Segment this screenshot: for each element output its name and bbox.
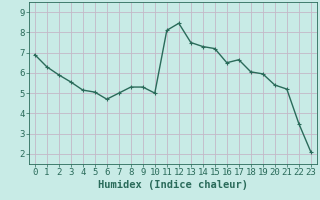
X-axis label: Humidex (Indice chaleur): Humidex (Indice chaleur)	[98, 180, 248, 190]
